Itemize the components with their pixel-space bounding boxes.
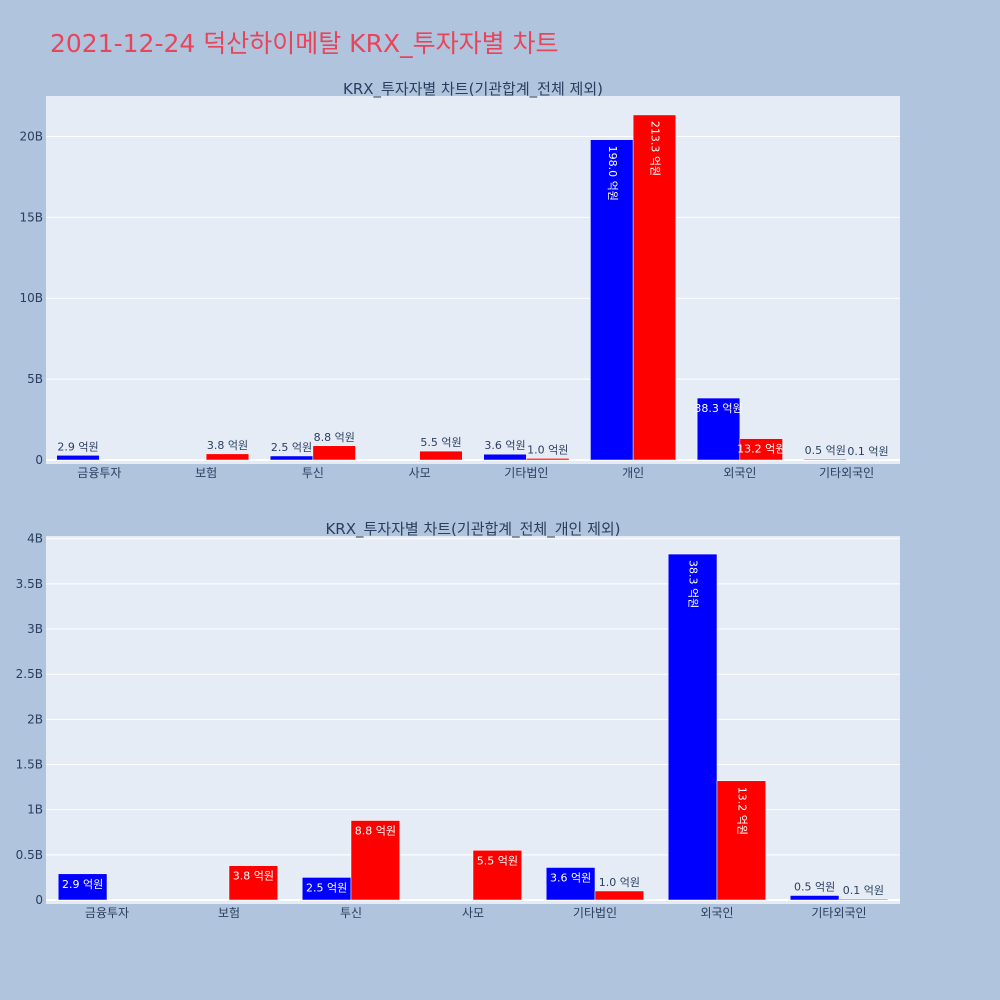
bar-label: 2.9 억원 [62,878,103,891]
bar-label: 2.9 억원 [57,440,98,453]
x-tick-label: 투신 [340,906,362,920]
y-tick-label: 1.5B [16,758,43,772]
y-tick-label: 3B [27,622,43,636]
bar-label: 0.5 억원 [794,880,835,893]
bar [667,553,718,901]
bar [789,895,840,901]
y-tick-label: 1B [27,803,43,817]
bar [56,455,100,461]
bar [716,780,767,901]
chart-2: KRX_투자자별 차트(기관합계_전체_개인 제외) 0 0.5B 1B 1.5B 2B 2… [16,520,900,920]
bar [472,850,523,901]
bar-label: 2.5 억원 [306,881,347,894]
y-tick-label: 0 [35,453,43,467]
y-tick-label: 5B [27,372,43,386]
bar-label: 38.3 억원 [687,560,700,608]
x-tick-label: 금융투자 [85,906,129,920]
y-tick-label: 0.5B [16,848,43,862]
x-tick-label: 사모 [462,906,484,920]
bar-label: 13.2 억원 [737,443,785,456]
x-tick-label: 기타법인 [504,466,548,480]
y-tick-label: 3.5B [16,577,43,591]
bar [739,438,783,461]
bar [696,397,741,461]
chart-1: KRX_투자자별 차트(기관합계_전체 제외) 0 5B 10B 15B 20B 금융투자 2… [19,80,900,480]
bar-label: 5.5 억원 [420,436,461,449]
bar [526,458,570,461]
bar [350,820,401,901]
page-title: 2021-12-24 덕산하이메탈 KRX_투자자별 차트 [50,29,559,58]
bar [545,867,596,901]
y-tick-label: 10B [19,291,43,305]
bar [594,890,645,901]
bar-label: 3.8 억원 [233,870,274,883]
x-tick-label: 금융투자 [77,466,121,480]
bar [590,139,634,461]
bar [312,445,356,461]
bar-label: 198.0 억원 [606,146,619,201]
y-tick-label: 4B [27,532,43,546]
bar-label: 0.1 억원 [847,445,888,458]
x-tick-label: 외국인 [700,906,733,920]
bar-label: 1.0 억원 [599,876,640,889]
bar-label: 8.8 억원 [314,431,355,444]
bar [838,898,889,901]
bar-label: 2.5 억원 [271,441,312,454]
plot-area [46,536,900,904]
x-tick-label: 외국인 [723,466,756,480]
plot-area [46,96,900,464]
x-tick-label: 보험 [218,906,240,920]
bar-label: 3.6 억원 [550,871,591,884]
bar [632,114,677,461]
x-tick-label: 투신 [302,466,324,480]
x-tick-label: 보험 [195,466,217,480]
x-tick-label: 기타법인 [573,906,617,920]
bar [57,873,108,901]
x-tick-label: 기타외국인 [811,906,866,920]
bar-label: 1.0 억원 [527,443,568,456]
bar [269,455,314,461]
bar-label: 38.3 억원 [694,402,742,415]
bar-label: 5.5 억원 [477,854,518,867]
bar-label: 13.2 억원 [735,787,748,835]
bar [803,458,847,461]
bar-label: 0.1 억원 [843,884,884,897]
bar-label: 213.3 억원 [648,121,661,176]
bar-label: 3.6 억원 [484,439,525,452]
x-tick-label: 사모 [409,466,431,480]
y-tick-label: 2.5B [16,667,43,681]
x-tick-label: 기타외국인 [819,466,874,480]
x-tick-label: 개인 [622,466,644,480]
y-tick-label: 20B [19,129,43,143]
bar [205,453,250,461]
bar [483,453,527,461]
y-tick-label: 0 [35,893,43,907]
bar-label: 8.8 억원 [355,825,396,838]
chart-title: KRX_투자자별 차트(기관합계_전체_개인 제외) [325,520,620,539]
y-tick-label: 15B [19,210,43,224]
chart-title: KRX_투자자별 차트(기관합계_전체 제외) [343,80,603,99]
bar-label: 3.8 억원 [207,439,248,452]
y-tick-label: 2B [27,712,43,726]
bar-label: 0.5 억원 [805,444,846,457]
bar [228,865,279,901]
bar [419,450,463,461]
